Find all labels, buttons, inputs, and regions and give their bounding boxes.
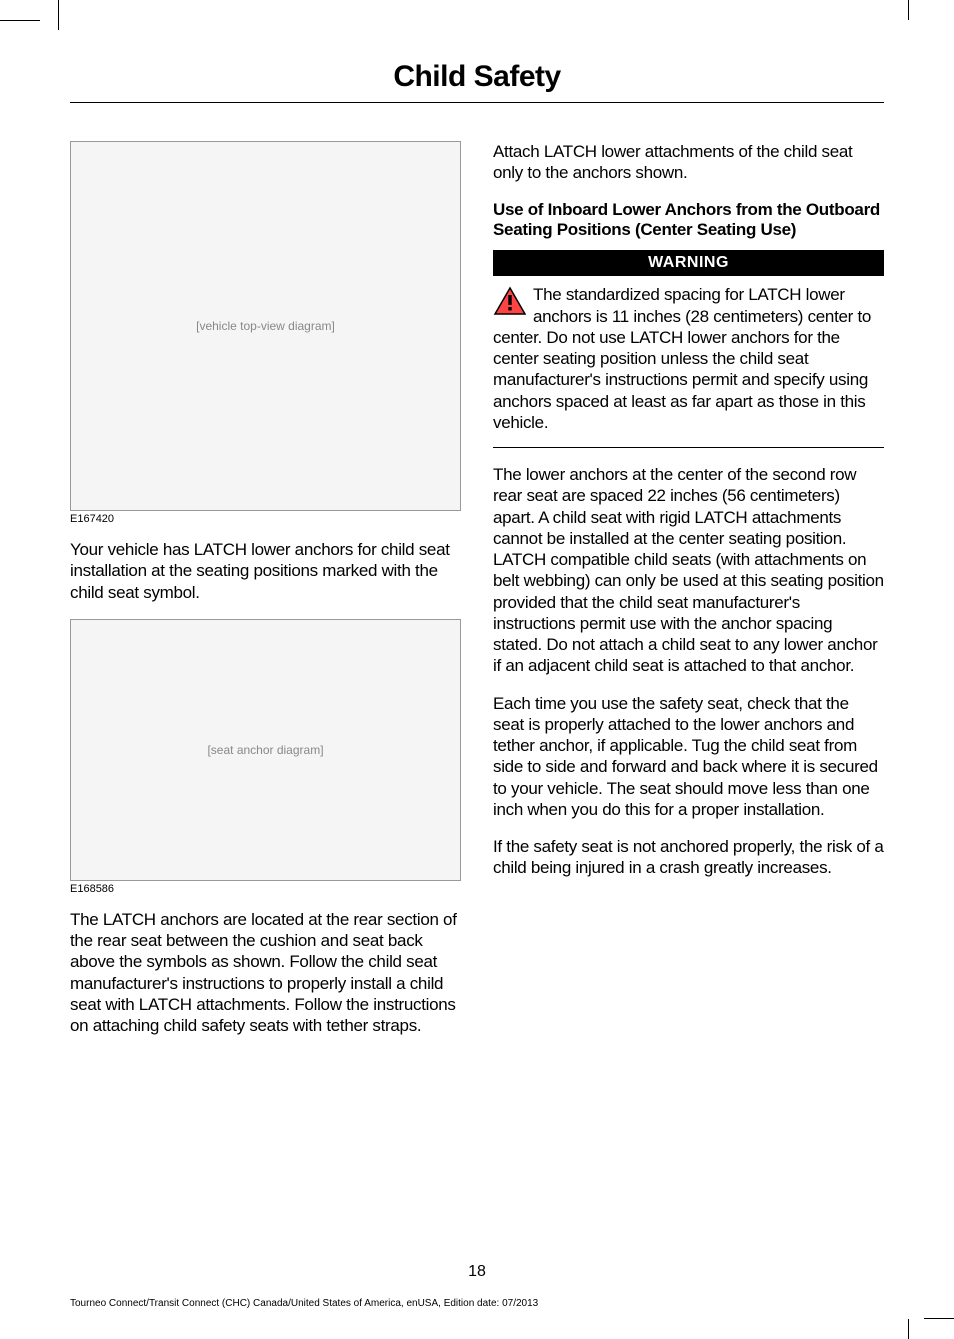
crop-mark <box>0 20 40 21</box>
figure-image-placeholder: [seat anchor diagram] <box>70 619 461 881</box>
body-paragraph: Your vehicle has LATCH lower anchors for… <box>70 539 461 603</box>
left-column: [vehicle top-view diagram] E167420 Your … <box>70 141 461 1052</box>
body-paragraph: The lower anchors at the center of the s… <box>493 464 884 677</box>
section-subhead: Use of Inboard Lower Anchors from the Ou… <box>493 200 884 241</box>
warning-text: The standardized spacing for LATCH lower… <box>493 285 871 432</box>
body-paragraph: If the safety seat is not anchored prope… <box>493 836 884 879</box>
right-column: Attach LATCH lower attachments of the ch… <box>493 141 884 1052</box>
warning-header: WARNING <box>493 250 884 276</box>
crop-mark <box>908 0 909 20</box>
crop-mark <box>58 0 59 30</box>
figure-label: E167420 <box>70 513 461 525</box>
figure-image-placeholder: [vehicle top-view diagram] <box>70 141 461 511</box>
warning-body: The standardized spacing for LATCH lower… <box>493 284 884 448</box>
body-paragraph: The LATCH anchors are located at the rea… <box>70 909 461 1037</box>
page-number: 18 <box>0 1263 954 1281</box>
crop-mark <box>908 1319 909 1339</box>
footer-text: Tourneo Connect/Transit Connect (CHC) Ca… <box>70 1298 538 1309</box>
page-title: Child Safety <box>70 60 884 103</box>
content-columns: [vehicle top-view diagram] E167420 Your … <box>70 141 884 1052</box>
body-paragraph: Each time you use the safety seat, check… <box>493 693 884 821</box>
warning-triangle-icon <box>493 286 527 316</box>
crop-mark <box>924 1318 954 1319</box>
figure-label: E168586 <box>70 883 461 895</box>
figure-seat-anchors: [seat anchor diagram] <box>70 619 461 881</box>
figure-vehicle-top-view: [vehicle top-view diagram] <box>70 141 461 511</box>
body-paragraph: Attach LATCH lower attachments of the ch… <box>493 141 884 184</box>
